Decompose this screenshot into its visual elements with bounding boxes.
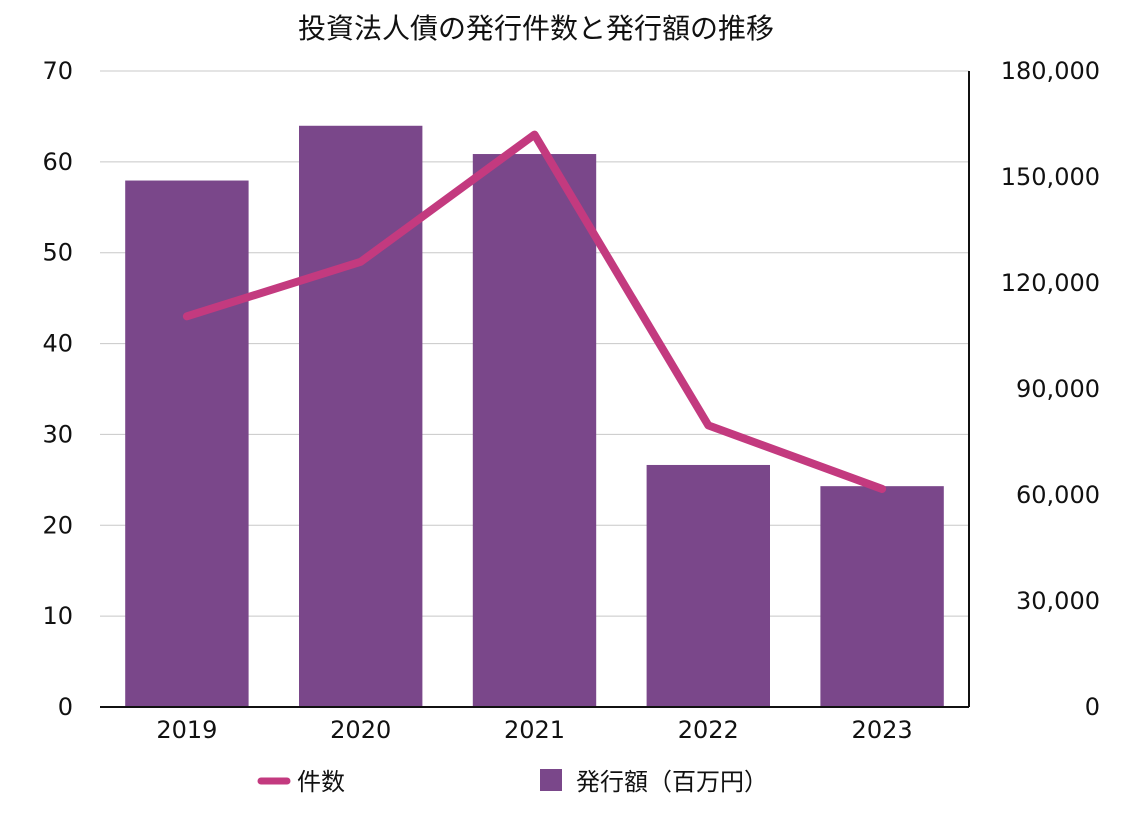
bar-2021 bbox=[472, 154, 597, 708]
bar-2023 bbox=[820, 486, 944, 707]
legend-line-label: 件数 bbox=[297, 768, 345, 796]
legend-bar-label: 発行額（百万円） bbox=[576, 768, 768, 796]
legend: 件数 発行額（百万円） bbox=[257, 768, 768, 796]
left-axis-ticks: 0 10 20 30 40 50 60 70 bbox=[42, 57, 73, 721]
x-tick-label-2019: 2019 bbox=[156, 716, 217, 744]
right-tick-label-4: 120,000 bbox=[1001, 269, 1100, 297]
left-tick-label-5: 50 bbox=[42, 239, 73, 267]
axes bbox=[100, 71, 970, 708]
right-tick-label-5: 150,000 bbox=[1001, 163, 1100, 191]
bar-2019 bbox=[125, 180, 249, 708]
line-series bbox=[182, 130, 887, 493]
right-tick-label-0: 0 bbox=[1085, 693, 1100, 721]
x-tick-label-2021: 2021 bbox=[504, 716, 565, 744]
right-tick-label-3: 90,000 bbox=[1016, 375, 1100, 403]
left-tick-label-7: 70 bbox=[42, 57, 73, 85]
right-tick-label-2: 60,000 bbox=[1016, 481, 1100, 509]
right-tick-label-1: 30,000 bbox=[1016, 587, 1100, 615]
x-tick-label-2020: 2020 bbox=[330, 716, 391, 744]
left-tick-label-2: 20 bbox=[42, 511, 73, 539]
bar-series bbox=[125, 125, 944, 708]
left-tick-label-1: 10 bbox=[42, 602, 73, 630]
x-axis-ticks: 2019 2020 2021 2022 2023 bbox=[156, 716, 912, 744]
series-line-count bbox=[182, 130, 887, 493]
left-tick-label-6: 60 bbox=[42, 148, 73, 176]
chart-title: 投資法人債の発行件数と発行額の推移 bbox=[298, 12, 774, 45]
legend-bar-marker bbox=[540, 769, 562, 791]
bar-2020 bbox=[299, 125, 423, 708]
right-tick-label-6: 180,000 bbox=[1001, 57, 1100, 85]
left-tick-label-3: 30 bbox=[42, 420, 73, 448]
left-tick-label-0: 0 bbox=[58, 693, 73, 721]
right-axis-ticks: 0 30,000 60,000 90,000 120,000 150,000 180,000 bbox=[1001, 57, 1100, 721]
left-tick-label-4: 40 bbox=[42, 330, 73, 358]
x-tick-label-2022: 2022 bbox=[678, 716, 739, 744]
bar-2022 bbox=[646, 464, 770, 707]
x-tick-label-2023: 2023 bbox=[852, 716, 913, 744]
